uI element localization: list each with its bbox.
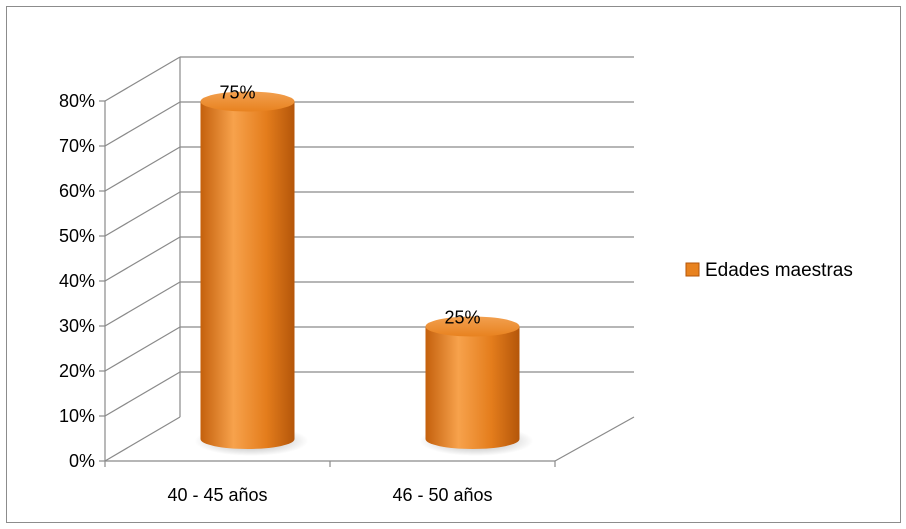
gridline-side	[104, 371, 181, 417]
gridline-side	[104, 101, 181, 147]
x-tick-label: 40 - 45 años	[167, 485, 267, 505]
data-labels: 75% 25%	[219, 83, 480, 328]
gridline-side	[104, 236, 181, 282]
y-tick-label: 20%	[59, 361, 95, 381]
data-label: 75%	[219, 83, 255, 103]
floor-right-edge	[554, 416, 635, 462]
gridline-side	[104, 146, 181, 192]
gridline-side	[104, 191, 181, 237]
y-tick-label: 50%	[59, 226, 95, 246]
x-tick-label: 46 - 50 años	[392, 485, 492, 505]
legend-label: Edades maestras	[705, 260, 853, 281]
y-tick-label: 80%	[59, 91, 95, 111]
bar-body	[425, 326, 520, 449]
bar-1	[194, 91, 309, 456]
bar-body	[200, 101, 295, 449]
bar-top	[425, 316, 520, 337]
legend-swatch	[685, 262, 700, 277]
gridline-side	[104, 56, 181, 102]
bar-2	[419, 316, 534, 456]
gridline-side	[104, 326, 181, 372]
y-tick-label: 10%	[59, 406, 95, 426]
gridlines	[104, 56, 634, 462]
y-tick-label: 30%	[59, 316, 95, 336]
y-tick-label: 70%	[59, 136, 95, 156]
y-axis: 0% 10% 20% 30% 40% 50% 60% 70% 80%	[59, 91, 105, 471]
x-axis: 40 - 45 años 46 - 50 años	[104, 461, 556, 505]
chart-walls	[104, 57, 635, 462]
gridline-side	[104, 281, 181, 327]
y-tick-label: 40%	[59, 271, 95, 291]
y-tick-label: 60%	[59, 181, 95, 201]
y-tick-label: 0%	[69, 451, 95, 471]
bars	[194, 91, 534, 456]
bar-top	[200, 91, 295, 112]
data-label: 25%	[444, 308, 480, 328]
gridline-side	[104, 416, 181, 462]
legend: Edades maestras	[685, 260, 853, 281]
